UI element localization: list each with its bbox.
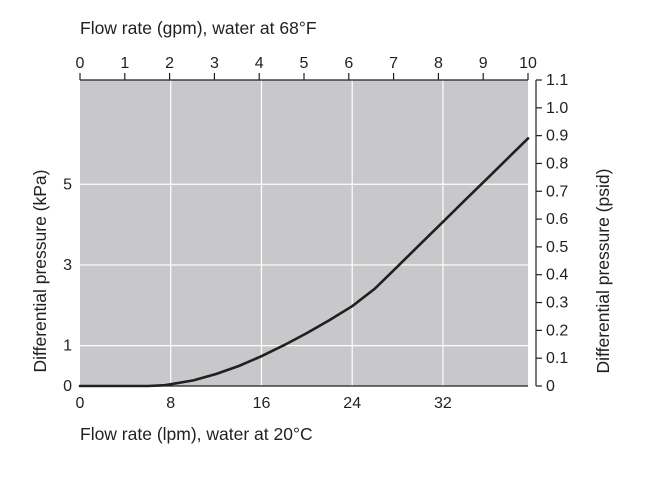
top-axis-tick-label: 10 xyxy=(519,55,537,72)
axes: 0 1 2 3 4 5 6 7 8 9 10 0 8 16 24 32 0 1 3 5 0 0.1 0.2 0.3 0.4 0.5… xyxy=(63,55,568,412)
left-axis-tick-label: 3 xyxy=(63,257,72,274)
right-axis-tick-label: 0.5 xyxy=(546,239,568,256)
left-axis-tick-label: 1 xyxy=(63,338,72,355)
bottom-axis-tick-label: 24 xyxy=(343,395,361,412)
right-axis-tick-label: 0.1 xyxy=(546,350,568,367)
bottom-axis-tick-label: 0 xyxy=(76,395,85,412)
bottom-axis-tick-label: 16 xyxy=(253,395,271,412)
right-axis-title: Differential pressure (psid) xyxy=(593,169,613,374)
top-axis-tick-label: 1 xyxy=(120,55,129,72)
right-axis-tick-label: 0.4 xyxy=(546,267,568,284)
right-axis-tick-label: 0.8 xyxy=(546,155,568,172)
right-axis-tick-label: 1.0 xyxy=(546,100,568,117)
left-axis-tick-label: 5 xyxy=(63,176,72,193)
top-axis-tick-label: 6 xyxy=(344,55,353,72)
top-axis-tick-label: 0 xyxy=(76,55,85,72)
top-axis-tick-label: 8 xyxy=(434,55,443,72)
right-axis-tick-label: 0.3 xyxy=(546,295,568,312)
bottom-axis-tick-label: 8 xyxy=(166,395,175,412)
right-axis-tick-label: 1.1 xyxy=(546,72,568,89)
top-axis-tick-label: 7 xyxy=(389,55,398,72)
left-axis-title: Differential pressure (kPa) xyxy=(30,170,50,373)
right-axis-tick-label: 0.9 xyxy=(546,128,568,145)
bottom-axis-title: Flow rate (lpm), water at 20°C xyxy=(80,424,313,444)
top-axis-tick-label: 4 xyxy=(255,55,264,72)
right-axis-tick-label: 0.6 xyxy=(546,211,568,228)
top-axis-tick-label: 5 xyxy=(300,55,309,72)
right-axis-tick-label: 0.7 xyxy=(546,183,568,200)
grid-lines xyxy=(80,80,528,386)
top-axis-tick-label: 2 xyxy=(165,55,174,72)
right-axis-tick-label: 0 xyxy=(546,378,555,395)
top-axis-tick-label: 9 xyxy=(479,55,488,72)
series-line xyxy=(78,137,530,388)
plot-area xyxy=(80,80,528,386)
left-axis-tick-label: 0 xyxy=(63,378,72,395)
top-axis-tick-label: 3 xyxy=(210,55,219,72)
top-axis-title: Flow rate (gpm), water at 68°F xyxy=(80,18,317,38)
right-axis-tick-label: 0.2 xyxy=(546,322,568,339)
bottom-axis-tick-label: 32 xyxy=(434,395,452,412)
